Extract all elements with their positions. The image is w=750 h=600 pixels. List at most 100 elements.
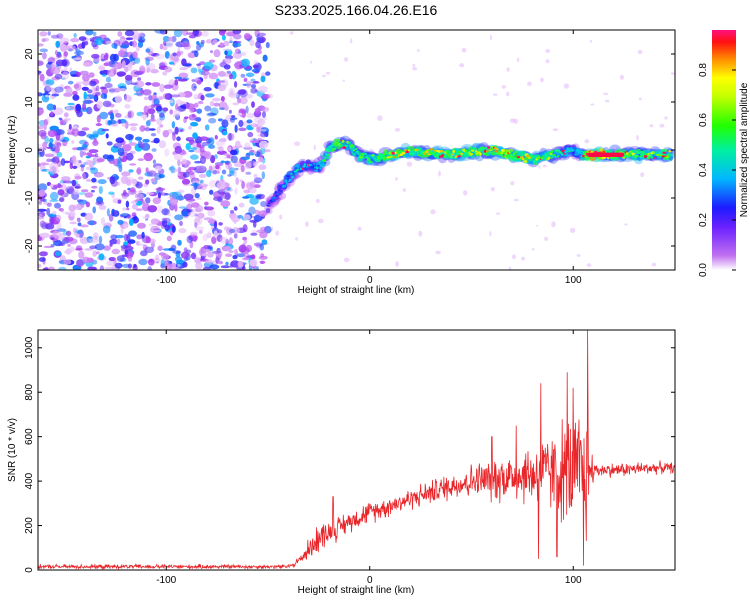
noise-blob [93, 171, 104, 178]
noise-blob [194, 50, 199, 58]
noise-blob [197, 212, 205, 219]
colorbar: 0.0 0.2 0.4 0.6 0.8 Normalized spectral ampl… [698, 30, 750, 277]
noise-blob [177, 239, 182, 246]
noise-blob [52, 210, 57, 215]
noise-blob [220, 96, 225, 102]
noise-speck [540, 77, 544, 83]
ridge-blob [635, 154, 639, 158]
ridge-blob [505, 152, 508, 155]
noise-speck [569, 227, 576, 233]
noise-blob [159, 83, 165, 93]
ridge-blob [443, 155, 446, 159]
noise-blob [79, 150, 84, 158]
noise-blob [98, 205, 107, 210]
noise-blob [214, 135, 218, 140]
ridge-blob [470, 153, 474, 156]
ridge-blob [301, 167, 304, 171]
noise-blob [115, 137, 125, 144]
noise-blob [178, 206, 188, 209]
y-tick-label: -10 [24, 190, 35, 205]
ridge-blob [462, 148, 466, 152]
ridge-blob [579, 150, 584, 153]
noise-blob [116, 71, 127, 77]
noise-blob [238, 127, 247, 132]
ridge-blob [359, 155, 363, 159]
noise-blob [240, 51, 247, 57]
noise-blob [103, 62, 110, 67]
ridge-blob [435, 149, 439, 152]
noise-speck [605, 99, 610, 103]
noise-blob [204, 124, 210, 131]
noise-speck [318, 218, 324, 224]
noise-blob [54, 202, 61, 209]
noise-blob [159, 112, 165, 118]
noise-blob [45, 94, 49, 98]
noise-blob [145, 179, 150, 185]
noise-blob [253, 214, 263, 222]
noise-blob [83, 91, 87, 100]
noise-blob [102, 225, 111, 234]
noise-speck [496, 212, 501, 215]
noise-blob [67, 80, 74, 85]
noise-blob [201, 31, 209, 37]
ridge-blob [374, 158, 379, 163]
ridge-blob [266, 204, 270, 207]
noise-blob [199, 146, 205, 153]
noise-blob [250, 84, 257, 89]
noise-blob [109, 109, 114, 114]
noise-blob [200, 94, 205, 101]
noise-blob [196, 142, 202, 148]
ridge-blob [434, 154, 438, 157]
ridge-blob [355, 147, 358, 150]
noise-speck [357, 226, 362, 231]
noise-blob [136, 168, 142, 174]
noise-speck [624, 223, 628, 226]
noise-blob [55, 59, 66, 67]
noise-blob [240, 165, 245, 173]
noise-blob [230, 260, 240, 268]
noise-blob [115, 113, 122, 118]
noise-blob [208, 72, 219, 80]
noise-blob [78, 36, 87, 41]
noise-blob [181, 178, 191, 185]
noise-blob [90, 189, 95, 193]
noise-blob [88, 154, 97, 157]
noise-blob [177, 166, 182, 174]
noise-speck [586, 263, 592, 267]
noise-blob [192, 30, 199, 37]
noise-blob [45, 223, 55, 230]
noise-blob [67, 102, 75, 106]
noise-blob [253, 173, 258, 179]
noise-blob [219, 188, 224, 197]
noise-blob [122, 223, 129, 229]
noise-blob [207, 143, 211, 148]
noise-blob [155, 254, 160, 261]
noise-blob [166, 235, 172, 242]
noise-blob [182, 171, 190, 178]
noise-blob [212, 170, 218, 175]
noise-blob [97, 179, 107, 185]
noise-speck [435, 250, 441, 255]
noise-blob [51, 227, 60, 231]
noise-blob [209, 189, 214, 195]
noise-speck [489, 34, 492, 41]
noise-speck [295, 237, 298, 241]
noise-blob [100, 86, 106, 90]
noise-blob [201, 183, 205, 186]
noise-blob [240, 156, 250, 161]
noise-blob [76, 217, 81, 222]
noise-blob [177, 189, 185, 193]
noise-blob [180, 251, 189, 259]
ridge-blob [641, 150, 645, 154]
noise-blob [68, 123, 72, 130]
noise-speck [461, 47, 467, 53]
noise-blob [207, 210, 216, 217]
ridge-blob [399, 153, 403, 157]
noise-blob [217, 80, 221, 84]
snr-series-line [38, 330, 675, 570]
noise-blob [235, 177, 239, 186]
noise-blob [91, 177, 97, 183]
noise-blob [192, 132, 198, 140]
noise-blob [245, 171, 252, 175]
noise-blob [259, 243, 265, 251]
